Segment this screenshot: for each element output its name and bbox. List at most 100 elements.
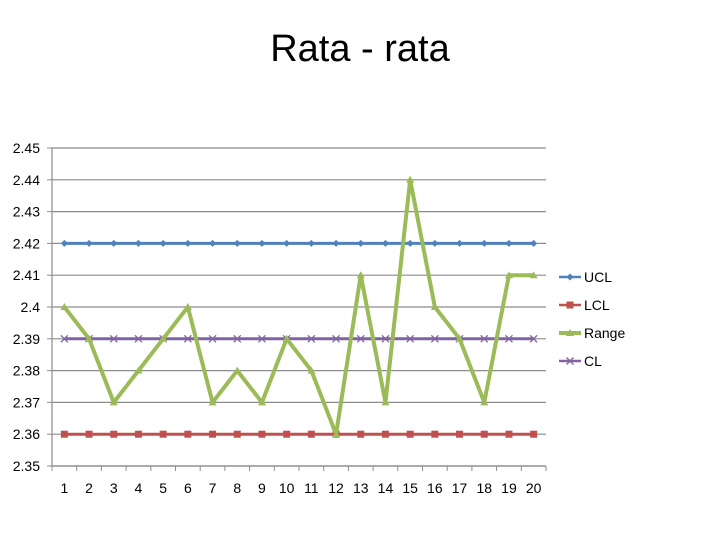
x-tick-label: 4 [135, 480, 143, 496]
data-point-range [134, 366, 143, 374]
y-tick-label: 2.35 [13, 458, 40, 474]
chart-title: Rata - rata [270, 28, 450, 70]
data-point-range [257, 398, 266, 406]
data-point-lcl [85, 430, 93, 438]
data-point-lcl [209, 430, 217, 438]
data-point-ucl [283, 239, 291, 247]
gridlines [52, 147, 546, 467]
x-tick-label: 11 [304, 480, 319, 496]
data-point-range [356, 271, 365, 279]
series-group [60, 175, 538, 438]
data-point-range [60, 303, 69, 310]
data-point-cl [183, 334, 192, 343]
marker-stroke [381, 334, 390, 343]
data-point-lcl [530, 430, 538, 438]
data-point-cl [307, 334, 316, 343]
data-point-range [307, 366, 316, 374]
marker-stroke [356, 334, 365, 343]
legend-marker [566, 301, 574, 309]
data-point-lcl [406, 430, 414, 438]
data-point-ucl [406, 239, 414, 247]
series-line-range [62, 177, 534, 437]
marker-stroke [134, 334, 143, 343]
data-point-ucl [233, 239, 241, 247]
x-tick-label: 10 [279, 480, 295, 496]
data-point-range [233, 366, 242, 374]
y-tick-label: 2.39 [13, 331, 40, 347]
x-tick-label: 15 [402, 480, 418, 496]
marker-stroke [233, 334, 242, 343]
data-point-ucl [159, 239, 167, 247]
data-point-ucl [431, 239, 439, 247]
legend-entry-lcl: LCL [559, 297, 610, 313]
y-tick-label: 2.41 [13, 267, 40, 283]
legend-entry-cl: CL [559, 353, 602, 369]
x-tick-label: 19 [501, 480, 517, 496]
data-point-cl [430, 334, 439, 343]
x-tick-label: 14 [378, 480, 394, 496]
legend-marker [566, 273, 574, 281]
data-point-range [109, 398, 118, 406]
legend-label: CL [584, 353, 602, 369]
data-point-ucl [505, 239, 513, 247]
data-point-cl [134, 334, 143, 343]
y-tick-label: 2.45 [13, 140, 40, 156]
marker-stroke [208, 334, 217, 343]
data-point-cl [60, 334, 69, 343]
marker-stroke [332, 334, 341, 343]
legend-entry-ucl: UCL [559, 269, 612, 285]
x-tick-label: 2 [85, 480, 93, 496]
data-point-lcl [307, 430, 315, 438]
data-point-range [85, 334, 94, 342]
x-tick-label: 8 [233, 480, 241, 496]
data-point-ucl [307, 239, 315, 247]
x-tick-label: 7 [209, 480, 217, 496]
y-axis-ticks: 2.45 2.44 2.43 2.42 2.41 2.4 2.39 2.38 2.37 2.36 2… [13, 140, 40, 474]
data-point-lcl [60, 430, 68, 438]
data-point-range [282, 334, 291, 342]
marker-stroke [430, 334, 439, 343]
series-cl [60, 334, 538, 343]
x-tick-label: 12 [328, 480, 344, 496]
x-tick-label: 5 [159, 480, 167, 496]
data-point-lcl [357, 430, 365, 438]
data-point-range [504, 271, 513, 279]
legend-label: Range [584, 325, 625, 341]
y-tick-label: 2.4 [21, 299, 41, 315]
data-point-ucl [332, 239, 340, 247]
marker-stroke [504, 334, 513, 343]
data-point-lcl [505, 430, 513, 438]
series-ucl [60, 239, 538, 247]
data-point-ucl [209, 239, 217, 247]
x-tick-label: 3 [110, 480, 118, 496]
data-point-lcl [159, 430, 167, 438]
data-point-range [480, 398, 489, 406]
x-axis-ticks: 1 2 3 4 5 6 7 8 9 10 11 12 13 14 15 16 17 18 19 20 [60, 480, 541, 496]
data-point-cl [332, 334, 341, 343]
data-point-cl [109, 334, 118, 343]
x-tick-label: 18 [476, 480, 492, 496]
data-point-lcl [110, 430, 118, 438]
data-point-ucl [357, 239, 365, 247]
marker-stroke [60, 334, 69, 343]
data-point-lcl [134, 430, 142, 438]
data-point-lcl [258, 430, 266, 438]
data-point-range [183, 303, 192, 310]
y-tick-label: 2.43 [13, 204, 40, 220]
x-tick-label: 6 [184, 480, 192, 496]
data-point-range [406, 175, 415, 183]
data-point-range [430, 303, 439, 310]
data-point-ucl [85, 239, 93, 247]
data-point-range [455, 334, 464, 342]
marker-stroke [529, 334, 538, 343]
legend-marker [566, 357, 574, 365]
legend-marker [566, 329, 574, 336]
legend: UCL LCL Range CL [559, 269, 625, 369]
data-point-lcl [184, 430, 192, 438]
data-point-ucl [60, 239, 68, 247]
data-point-cl [233, 334, 242, 343]
data-point-lcl [283, 430, 291, 438]
x-tick-label: 9 [258, 480, 266, 496]
series-range [60, 175, 538, 438]
